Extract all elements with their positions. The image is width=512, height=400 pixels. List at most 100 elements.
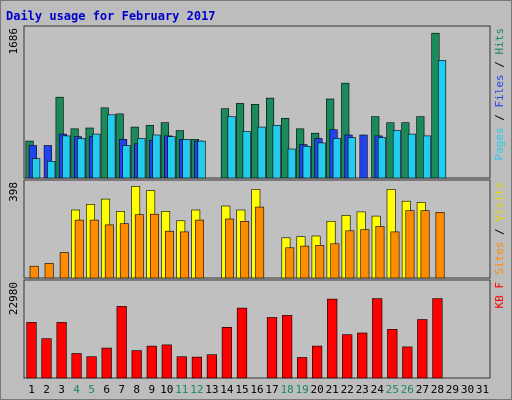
bar-visits-sites-day-24 [375, 226, 385, 279]
bar-kbytes-kb-f-day-17 [266, 317, 278, 379]
bar-hits-pages-day-3 [62, 135, 71, 179]
bar-visits-sites-day-2 [44, 263, 54, 279]
bar-kbytes-kb-f-day-13 [206, 354, 218, 379]
x-tick-day-16: 16 [250, 383, 263, 396]
x-tick-day-13: 13 [205, 383, 218, 396]
bar-kbytes-kb-f-day-1 [26, 322, 37, 379]
bar-kbytes-kb-f-day-23 [357, 332, 368, 379]
x-tick-day-14: 14 [220, 383, 234, 396]
bar-hits-hits-day-27 [416, 116, 425, 179]
bar-hits-pages-day-21 [332, 138, 341, 179]
x-tick-day-3: 3 [58, 383, 65, 396]
bar-hits-pages-day-8 [137, 138, 146, 179]
bar-visits-sites-day-5 [89, 219, 99, 279]
legend-separator: / [493, 55, 506, 75]
x-tick-day-11: 11 [175, 383, 188, 396]
bar-kbytes-kb-f-day-20 [311, 345, 323, 379]
bar-kbytes-kb-f-day-19 [296, 357, 308, 379]
bar-visits-sites-day-18 [285, 247, 295, 279]
bar-kbytes-kb-f-day-15 [236, 307, 248, 379]
bar-visits-sites-day-28 [435, 212, 445, 279]
bar-hits-pages-day-1 [32, 158, 41, 179]
bar-kbytes-kb-f-day-27 [417, 319, 428, 379]
bar-kbytes-kb-f-day-25 [387, 328, 398, 379]
bar-kbytes-kb-f-day-4 [71, 353, 82, 379]
x-tick-day-2: 2 [43, 383, 50, 396]
x-tick-day-28: 28 [431, 383, 444, 396]
panel-kbytes-max-label: 22980 [7, 282, 20, 315]
bar-kbytes-kb-f-day-6 [101, 347, 112, 379]
bar-hits-pages-day-17 [272, 125, 281, 179]
bar-visits-sites-day-19 [300, 245, 310, 279]
bar-hits-pages-day-7 [122, 145, 131, 179]
bar-hits-pages-day-10 [167, 136, 176, 179]
x-tick-day-27: 27 [416, 383, 429, 396]
bar-kbytes-kb-f-day-18 [281, 315, 293, 379]
bar-visits-sites-day-26 [405, 210, 415, 279]
x-tick-day-7: 7 [118, 383, 125, 396]
x-tick-day-6: 6 [103, 383, 110, 396]
x-tick-day-15: 15 [235, 383, 248, 396]
panel-kbytes-legend: KB F [493, 282, 506, 309]
bar-hits-hits-day-18 [281, 118, 290, 179]
bar-visits-sites-day-7 [119, 223, 129, 279]
bar-hits-pages-day-16 [257, 126, 266, 179]
bar-visits-sites-day-9 [150, 213, 159, 279]
legend-entry-files: Files [493, 74, 506, 107]
bar-hits-pages-day-22 [347, 137, 356, 179]
x-tick-day-9: 9 [148, 383, 155, 396]
x-tick-day-29: 29 [446, 383, 459, 396]
x-tick-day-22: 22 [341, 383, 354, 396]
x-tick-day-19: 19 [295, 383, 308, 396]
x-tick-day-21: 21 [326, 383, 339, 396]
legend-separator: / [493, 222, 506, 242]
x-tick-day-30: 30 [461, 383, 474, 396]
bar-hits-files-day-23 [359, 134, 368, 179]
bar-kbytes-kb-f-day-5 [86, 356, 97, 379]
bar-kbytes-kb-f-day-8 [131, 350, 142, 379]
bar-kbytes-kb-f-day-7 [116, 306, 127, 379]
bar-kbytes-kb-f-day-28 [432, 298, 443, 379]
bar-visits-sites-day-22 [345, 230, 355, 279]
bar-hits-pages-day-26 [407, 133, 417, 179]
x-tick-day-5: 5 [88, 383, 95, 396]
bar-visits-sites-day-23 [360, 229, 370, 279]
bar-visits-sites-day-1 [29, 265, 39, 279]
bar-visits-sites-day-25 [390, 231, 400, 279]
bar-visits-sites-day-11 [180, 231, 189, 279]
bar-visits-sites-day-16 [255, 206, 265, 279]
x-tick-day-20: 20 [310, 383, 323, 396]
bar-visits-sites-day-12 [195, 219, 204, 279]
bar-hits-pages-day-27 [422, 135, 432, 179]
bar-hits-pages-day-5 [92, 133, 101, 179]
bar-visits-sites-day-4 [74, 219, 84, 279]
bar-visits-sites-day-15 [240, 221, 250, 279]
bar-visits-sites-day-14 [225, 218, 234, 279]
legend-entry-kb-f: KB F [493, 282, 506, 309]
bar-hits-pages-day-24 [377, 137, 387, 179]
bar-hits-pages-day-25 [392, 130, 402, 179]
bar-kbytes-kb-f-day-22 [342, 334, 353, 379]
bar-kbytes-kb-f-day-3 [56, 322, 67, 379]
bar-hits-pages-day-6 [107, 114, 116, 179]
legend-entry-sites: Sites [493, 242, 506, 275]
x-tick-day-26: 26 [401, 383, 414, 396]
x-tick-day-18: 18 [280, 383, 293, 396]
bar-kbytes-kb-f-day-9 [146, 345, 157, 379]
bar-hits-pages-day-15 [242, 131, 251, 179]
bar-hits-pages-day-20 [317, 142, 326, 179]
bar-hits-pages-day-4 [77, 138, 86, 179]
panel-visits-max-label: 398 [7, 182, 20, 202]
bar-kbytes-kb-f-day-24 [372, 298, 383, 379]
bar-hits-pages-day-28 [437, 60, 447, 179]
bar-hits-pages-day-18 [287, 148, 296, 179]
bar-visits-sites-day-10 [165, 230, 174, 279]
legend-entry-visits: Visits [493, 182, 506, 222]
bar-hits-pages-day-2 [47, 161, 56, 179]
bar-hits-pages-day-19 [302, 146, 311, 179]
x-tick-day-12: 12 [190, 383, 203, 396]
x-tick-day-8: 8 [133, 383, 140, 396]
panel-hits-legend: Pages / Files / Hits [493, 28, 506, 161]
x-tick-day-25: 25 [386, 383, 399, 396]
bar-hits-pages-day-11 [182, 139, 191, 179]
